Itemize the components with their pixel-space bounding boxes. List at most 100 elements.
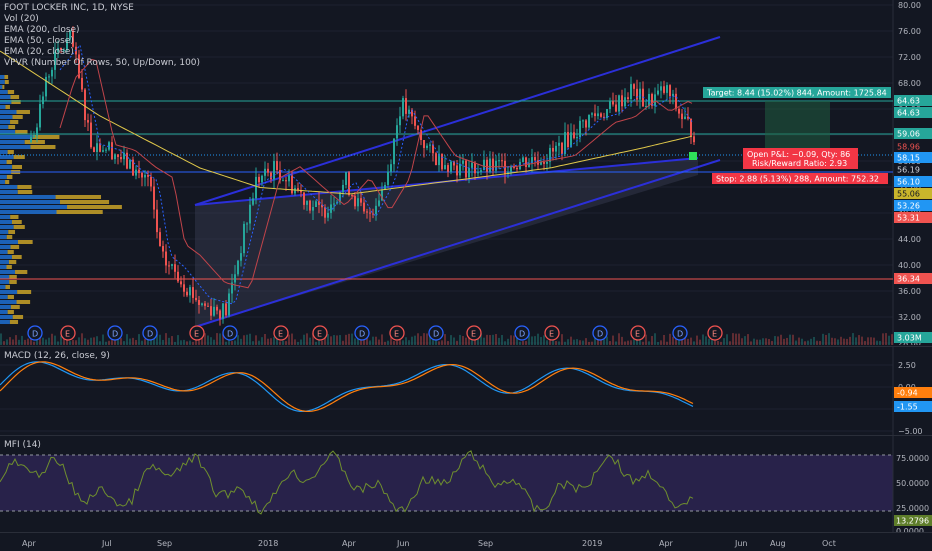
volume-profile-up-bar: [0, 310, 8, 314]
event-marker-letter: D: [519, 330, 525, 339]
macd-pane[interactable]: 2.500.00−2.50−5.00-0.94-1.55 MACD (12, 2…: [0, 346, 932, 435]
volume-bar: [348, 333, 350, 345]
event-marker-earnings[interactable]: E: [273, 325, 289, 341]
volume-bar: [819, 340, 821, 345]
candle-body: [51, 69, 53, 77]
mfi-legend[interactable]: MFI (14): [4, 440, 41, 450]
price-tag: 56.10: [894, 176, 932, 187]
event-marker-earnings[interactable]: E: [312, 325, 328, 341]
volume-bar: [870, 337, 872, 345]
candle-body: [474, 162, 476, 174]
event-marker-earnings[interactable]: E: [544, 325, 560, 341]
price-tag-bg: [894, 188, 932, 199]
volume-profile-up-bar: [0, 255, 12, 259]
legend-vpvr[interactable]: VPVR (Number Of Rows, 50, Up/Down, 100): [4, 58, 201, 68]
volume-bar: [822, 333, 824, 345]
volume-bar: [654, 333, 656, 345]
event-marker-dividend[interactable]: D: [514, 325, 530, 341]
stop-label-bg: [712, 173, 888, 184]
volume-profile-down-bar: [6, 175, 13, 179]
volume-bar: [540, 337, 542, 345]
candle-body: [93, 147, 95, 152]
candle-body: [150, 176, 152, 187]
volume-bar: [474, 337, 476, 345]
event-marker-dividend[interactable]: D: [672, 325, 688, 341]
candle-body: [255, 176, 257, 199]
event-marker-dividend[interactable]: D: [354, 325, 370, 341]
event-marker-dividend[interactable]: D: [107, 325, 123, 341]
volume-bar: [486, 334, 488, 345]
event-marker-earnings[interactable]: E: [707, 325, 723, 341]
volume-bar: [699, 339, 701, 345]
event-marker-letter: D: [147, 330, 153, 339]
volume-profile-down-bar: [5, 105, 10, 109]
candle-body: [594, 113, 596, 117]
volume-profile-down-bar: [10, 245, 20, 249]
candle-body: [501, 160, 503, 162]
target-label: Target: 8.44 (15.02%) 844, Amount: 1725.…: [706, 89, 887, 98]
candle-body: [492, 158, 494, 171]
volume-bar: [642, 341, 644, 345]
volume-profile-up-bar: [0, 110, 17, 114]
volume-profile-up-bar: [0, 225, 14, 229]
legend-ema20[interactable]: EMA (20, close): [4, 47, 74, 57]
volume-bar: [270, 338, 272, 345]
volume-bar: [543, 335, 545, 345]
event-marker-earnings[interactable]: E: [389, 325, 405, 341]
volume-bar: [0, 333, 2, 345]
price-tag-bg: [894, 164, 932, 175]
volume-bar: [210, 337, 212, 345]
event-marker-circle: [27, 325, 43, 341]
event-marker-dividend[interactable]: D: [592, 325, 608, 341]
volume-bar: [177, 335, 179, 345]
volume-bar: [213, 339, 215, 345]
volume-bar: [603, 339, 605, 345]
macd-tag-text: -0.94: [897, 389, 918, 398]
macd-legend[interactable]: MACD (12, 26, close, 9): [4, 351, 110, 361]
price-tag-bg: [894, 141, 932, 152]
volume-bar: [60, 335, 62, 345]
volume-bar: [9, 337, 11, 345]
event-marker-dividend[interactable]: D: [27, 325, 43, 341]
volume-profile-up-bar: [0, 200, 61, 204]
event-marker-dividend[interactable]: D: [222, 325, 238, 341]
candle-body: [162, 246, 164, 252]
event-marker-dividend[interactable]: D: [142, 325, 158, 341]
event-marker-earnings[interactable]: E: [60, 325, 76, 341]
legend-ema200[interactable]: EMA (200, close): [4, 25, 80, 35]
macd-chart[interactable]: 2.500.00−2.50−5.00-0.94-1.55: [0, 347, 932, 435]
legend-ema50[interactable]: EMA (50, close): [4, 36, 74, 46]
volume-bar: [246, 334, 248, 345]
candle-body: [579, 120, 581, 138]
event-marker-earnings[interactable]: E: [189, 325, 205, 341]
time-axis-labels: Apr Jul Sep 2018 Apr Jun Sep 2019 Apr Jun Aug Oct: [22, 539, 836, 548]
time-axis[interactable]: Apr Jul Sep 2018 Apr Jun Sep 2019 Apr Jun Aug Oct: [0, 532, 932, 551]
volume-bar: [618, 333, 620, 345]
volume-bar: [732, 333, 734, 345]
volume-profile-up-bar: [0, 155, 14, 159]
time-label: 2018: [258, 539, 278, 548]
channel-upper-line: [194, 36, 721, 206]
volume-bar: [261, 337, 263, 345]
legend-vol[interactable]: Vol (20): [4, 14, 39, 24]
candle-body: [396, 125, 398, 139]
price-chart[interactable]: 80.0076.0072.0068.0064.0060.0056.0052.00…: [0, 0, 932, 345]
event-marker-earnings[interactable]: E: [630, 325, 646, 341]
volume-bar: [744, 336, 746, 345]
candle-body: [399, 116, 401, 126]
mfi-pane[interactable]: 75.0000 50.0000 25.0000 0.0000 13.2796 MFI (…: [0, 435, 932, 533]
event-marker-earnings[interactable]: E: [466, 325, 482, 341]
event-marker-dividend[interactable]: D: [428, 325, 444, 341]
price-pane[interactable]: 80.0076.0072.0068.0064.0060.0056.0052.00…: [0, 0, 932, 345]
volume-bar: [237, 335, 239, 345]
volume-bar: [648, 341, 650, 345]
candle-body: [528, 163, 530, 168]
volume-bar: [750, 341, 752, 345]
volume-profile-down-bar: [10, 305, 20, 309]
target-label-box: Target: 8.44 (15.02%) 844, Amount: 1725.…: [703, 87, 891, 98]
candle-body: [123, 152, 125, 160]
candle-body: [117, 154, 119, 157]
symbol-title[interactable]: FOOT LOCKER INC, 1D, NYSE: [4, 3, 134, 13]
volume-bar: [609, 340, 611, 345]
